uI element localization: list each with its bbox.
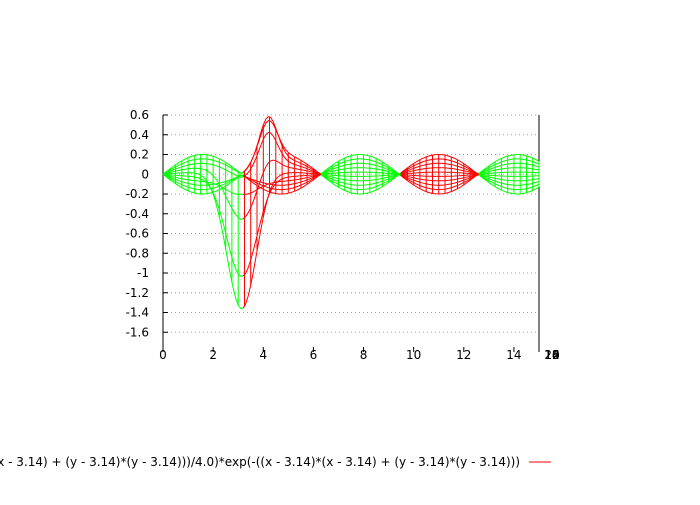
x-tick-label: 0 xyxy=(159,348,167,362)
mesh-row-line xyxy=(400,153,479,175)
axes xyxy=(162,114,540,352)
y-tick-label: 0.2 xyxy=(130,148,149,162)
y-tick-label: -0.4 xyxy=(126,207,149,221)
mesh-row-line xyxy=(162,162,244,179)
mesh-row-line xyxy=(162,173,244,195)
mesh-row-line xyxy=(320,173,402,177)
mesh-row-line xyxy=(320,154,402,175)
mesh-row-line xyxy=(320,173,402,186)
x-tick-label: 4 xyxy=(259,348,267,362)
y-tick-label: -1.4 xyxy=(126,306,149,320)
y-tick-label: -0.6 xyxy=(126,227,149,241)
depth-tick-label: 14 xyxy=(544,348,559,362)
mesh-row-line xyxy=(320,158,402,175)
mesh-row-line xyxy=(400,174,479,195)
surface-wireframe xyxy=(162,116,540,310)
mesh-row-line xyxy=(320,167,402,175)
depth-tick-label: 10 xyxy=(544,348,559,362)
mesh-row-line xyxy=(320,173,402,182)
depth-tick-label: 18 xyxy=(544,348,559,362)
y-tick-label: -1.6 xyxy=(126,325,149,339)
x-tick-label: 2 xyxy=(209,348,217,362)
depth-tick-label: 20 xyxy=(544,348,559,362)
x-tick-label: 10 xyxy=(406,348,421,362)
y-tick-label: -0.2 xyxy=(126,187,149,201)
mesh-row-line xyxy=(162,158,244,175)
mesh-row-line xyxy=(162,154,244,175)
mesh-row-line xyxy=(162,173,244,195)
x-tick-label: 8 xyxy=(360,348,368,362)
grid-lines xyxy=(163,114,539,333)
legend-label: (x - 3.14) + (y - 3.14)*(y - 3.14)))/4.0… xyxy=(0,455,520,469)
mesh-row-line xyxy=(162,167,244,220)
mesh-row-line xyxy=(478,173,540,177)
y-tick-label: -1.2 xyxy=(126,286,149,300)
y-tick-label: -1 xyxy=(137,266,149,280)
depth-tick-label: 16 xyxy=(544,348,559,362)
y-tick-label: 0 xyxy=(141,167,149,181)
y-tick-label: 0.4 xyxy=(130,128,149,142)
y-tick-label: 0.6 xyxy=(130,108,149,122)
mesh-row-line xyxy=(320,162,402,175)
x-tick-label: 6 xyxy=(310,348,318,362)
mesh-row-line xyxy=(320,174,402,191)
mesh-row-line xyxy=(162,173,244,186)
x-tick-label: 14 xyxy=(506,348,521,362)
mesh-row-line xyxy=(162,173,244,191)
mesh-row-line xyxy=(162,173,244,277)
tick-labels: 0.6 0.4 0.2 0 -0.2 -0.4 -0.6 -0.8 -1 -1.2 -1.4 -1.6… xyxy=(126,108,560,362)
mesh-row-line xyxy=(320,174,402,195)
mesh-row-line xyxy=(478,171,540,175)
y-tick-label: -0.8 xyxy=(126,246,149,260)
x-tick-label: 12 xyxy=(456,348,471,362)
mesh-row-line xyxy=(242,120,322,175)
legend: (x - 3.14) + (y - 3.14)*(y - 3.14)))/4.0… xyxy=(0,455,551,469)
mesh-row-line xyxy=(162,172,244,310)
depth-tick-label: 12 xyxy=(544,348,559,362)
mesh-row-line xyxy=(320,171,402,175)
